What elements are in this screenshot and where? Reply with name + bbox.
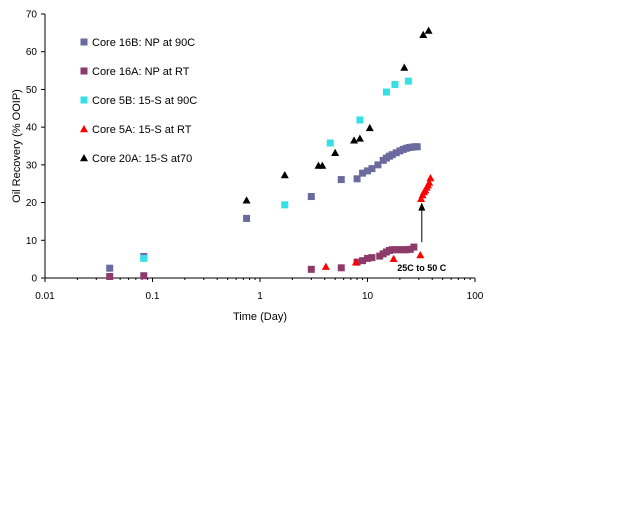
series-2 — [140, 77, 412, 262]
data-point — [382, 88, 390, 96]
data-point — [413, 143, 421, 151]
data-point — [406, 245, 414, 253]
legend: Core 16B: NP at 90C Core 16A: NP at RT Cor… — [80, 37, 197, 165]
x-tick-label: 10 — [362, 291, 374, 302]
legend-marker — [80, 125, 88, 133]
data-point — [425, 178, 434, 186]
y-tick-label: 0 — [31, 274, 37, 285]
y-tick-label: 10 — [26, 236, 38, 247]
legend-entry-label: Core 16B: NP at 90C — [92, 37, 195, 49]
x-tick-label: 0.01 — [35, 291, 55, 302]
data-point — [419, 30, 428, 38]
y-tick-label: 70 — [26, 10, 38, 21]
y-axis-title: Oil Recovery (% OOIP) — [11, 89, 23, 203]
data-point — [416, 250, 425, 259]
y-tick-label: 60 — [26, 47, 38, 58]
legend-marker — [80, 154, 88, 162]
y-axis-ticks: 0 10 20 30 40 50 60 70 — [26, 10, 45, 285]
data-point — [350, 136, 359, 144]
data-point — [392, 246, 400, 254]
data-point — [140, 254, 148, 262]
data-point — [307, 193, 315, 201]
data-point — [400, 63, 409, 71]
data-point — [389, 254, 398, 262]
x-tick-label: 0.1 — [146, 291, 160, 302]
data-point — [417, 194, 426, 202]
x-axis-ticks: 0.01 0.1 1 10 100 — [35, 278, 484, 302]
data-point — [337, 264, 345, 272]
data-point — [331, 148, 340, 156]
data-point — [351, 258, 360, 266]
data-point — [356, 116, 364, 124]
data-point — [368, 254, 376, 262]
y-tick-label: 20 — [26, 198, 38, 209]
data-point — [365, 123, 374, 132]
legend-entry-label: Core 5B: 15-S at 90C — [92, 95, 197, 107]
data-point — [280, 171, 289, 179]
annotation-arrowhead — [418, 202, 426, 211]
series-1 — [106, 243, 418, 280]
legend-entry-label: Core 16A: NP at RT — [92, 66, 190, 78]
data-point — [321, 262, 330, 270]
data-point — [388, 246, 396, 254]
series-3 — [321, 174, 435, 270]
data-point — [374, 161, 382, 169]
data-point — [106, 264, 114, 272]
data-point — [404, 77, 412, 85]
data-point — [392, 149, 400, 157]
data-point — [243, 214, 251, 222]
y-tick-label: 40 — [26, 123, 38, 134]
data-point — [326, 139, 334, 147]
data-point — [391, 81, 399, 89]
legend-marker — [80, 96, 88, 104]
annotation: 25C to 50 C — [397, 202, 447, 273]
data-point — [426, 174, 435, 182]
data-point — [106, 272, 114, 280]
data-point — [388, 151, 396, 159]
legend-entry-label: Core 20A: 15-S at70 — [92, 153, 192, 165]
data-point — [368, 165, 376, 173]
x-tick-label: 100 — [467, 291, 484, 302]
x-tick-label: 1 — [257, 291, 263, 302]
data-point — [307, 265, 315, 273]
data-point — [281, 201, 289, 209]
legend-marker — [80, 67, 88, 75]
data-point — [410, 243, 418, 251]
legend-marker — [80, 38, 88, 46]
annotation-label: 25C to 50 C — [397, 263, 447, 273]
x-axis-title: Time (Day) — [233, 311, 287, 323]
data-point — [242, 196, 251, 204]
data-point — [353, 175, 361, 183]
data-point — [140, 272, 148, 280]
data-point — [424, 26, 433, 34]
series-4 — [242, 26, 433, 204]
data-point — [318, 161, 327, 169]
data-point — [402, 246, 410, 254]
data-point — [337, 176, 345, 184]
y-tick-label: 50 — [26, 85, 38, 96]
data-point — [355, 134, 364, 142]
series-layer — [106, 26, 435, 280]
data-point — [359, 257, 367, 265]
data-point — [364, 167, 371, 175]
data-point — [364, 254, 371, 262]
data-point — [359, 169, 367, 177]
y-tick-label: 30 — [26, 160, 38, 171]
legend-entry-label: Core 5A: 15-S at RT — [92, 124, 192, 136]
